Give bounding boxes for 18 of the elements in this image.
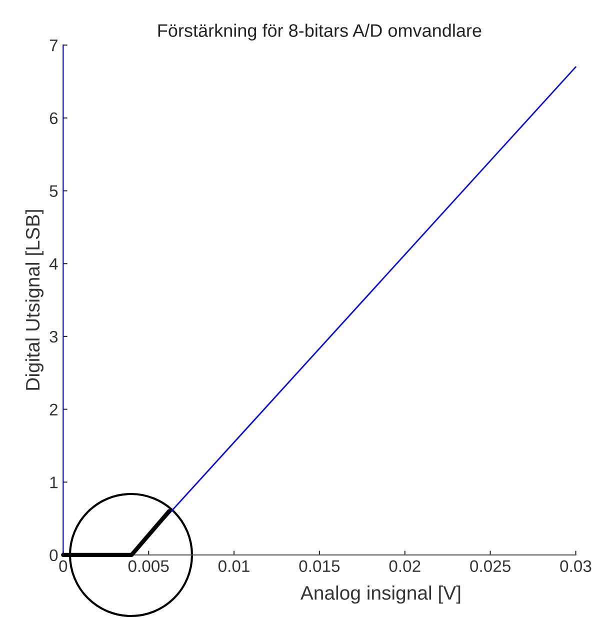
y-tick-label: 0: [50, 549, 58, 562]
y-tick-label: 7: [50, 40, 58, 52]
y-tick-label: 2: [50, 404, 58, 416]
x-tick-label: 0.005: [128, 560, 169, 572]
x-tick-label: 0: [59, 560, 68, 572]
x-tick-label: 0.025: [470, 560, 510, 572]
y-tick-label: 5: [50, 185, 58, 197]
x-tick-label: 0.015: [299, 560, 340, 572]
x-tick-label: 0.03: [560, 560, 592, 572]
x-axis-title: Analog insignal [V]: [300, 586, 460, 604]
x-tick-label: 0.01: [218, 560, 250, 572]
y-tick-label: 6: [50, 112, 58, 124]
y-tick-label: 1: [50, 476, 58, 488]
x-tick-label: 0.02: [389, 560, 420, 572]
y-tick-label: 3: [50, 330, 58, 343]
y-axis-title: Digital Utsignal [LSB]: [25, 210, 44, 390]
y-tick-label: 4: [49, 258, 58, 270]
chart-title: Förstärkning för 8-bitars A/D omvandlare: [158, 24, 482, 41]
